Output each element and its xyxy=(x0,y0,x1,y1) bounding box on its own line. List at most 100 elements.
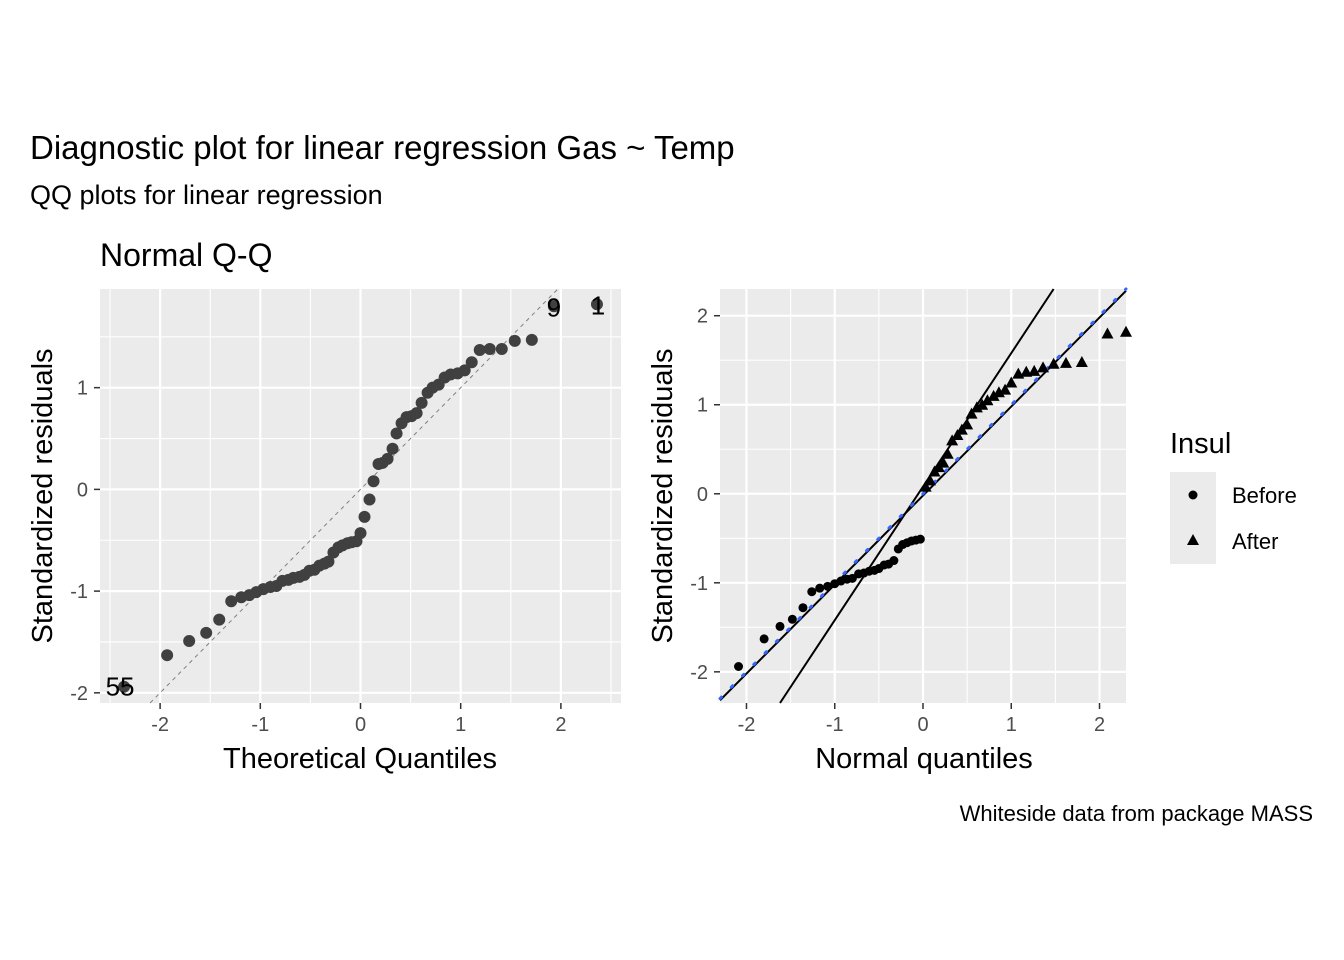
y-tick-label: -1 xyxy=(70,581,88,603)
qq-point xyxy=(390,427,403,440)
fit-line-after xyxy=(779,288,1055,704)
before-point xyxy=(775,621,785,631)
qq-point xyxy=(590,298,603,311)
after-point xyxy=(1005,376,1018,388)
grouped-qq-x-label: Normal quantiles xyxy=(815,743,1033,775)
qq-point xyxy=(547,300,560,313)
outlier-label: 55 xyxy=(106,672,135,702)
normal-qq-x-label: Theoretical Quantiles xyxy=(223,743,497,775)
qq-point xyxy=(415,396,428,409)
grouped-qq-fit-lines xyxy=(718,287,1128,704)
normal-qq-title: Normal Q-Q xyxy=(100,237,272,273)
qq-point xyxy=(381,452,394,465)
qq-point xyxy=(508,334,521,347)
before-point xyxy=(847,573,857,583)
legend-label-after: After xyxy=(1232,529,1278,554)
qq-point xyxy=(322,555,335,568)
x-tick-label: -2 xyxy=(151,714,169,736)
after-point xyxy=(937,456,950,468)
qq-point xyxy=(465,356,478,369)
y-tick-label: 1 xyxy=(77,378,88,400)
reference-line xyxy=(149,288,559,704)
grouped-qq-y-axis: -2 -1 0 1 2 xyxy=(690,306,720,684)
normal-qq-point-labels: 55 9 1 xyxy=(106,290,606,701)
y-tick-label: 0 xyxy=(697,484,708,506)
before-point xyxy=(915,534,925,544)
outlier-label: 9 xyxy=(547,292,561,322)
qq-point xyxy=(200,626,213,639)
normal-qq-y-label: Standardized residuals xyxy=(27,348,59,643)
after-point xyxy=(981,394,994,406)
figure-caption: Whiteside data from package MASS xyxy=(960,801,1313,826)
y-tick-label: -2 xyxy=(690,662,708,684)
figure-title: Diagnostic plot for linear regression Ga… xyxy=(30,129,735,166)
after-point xyxy=(919,480,932,492)
legend-label-before: Before xyxy=(1232,483,1297,508)
y-tick-label: -1 xyxy=(690,573,708,595)
after-point xyxy=(999,383,1012,395)
qq-point xyxy=(410,407,423,420)
before-point xyxy=(889,556,899,566)
qq-point xyxy=(525,333,538,346)
before-point xyxy=(734,661,744,671)
legend-triangle-marker xyxy=(1187,534,1199,545)
x-tick-label: -2 xyxy=(738,714,756,736)
qq-point xyxy=(183,634,196,647)
qq-point xyxy=(473,344,486,357)
qq-point xyxy=(363,493,376,506)
before-point xyxy=(787,614,797,624)
after-point xyxy=(1120,325,1132,337)
before-point xyxy=(823,581,833,591)
before-point xyxy=(807,587,817,597)
normal-qq-y-axis: -2 -1 0 1 xyxy=(70,378,100,705)
y-tick-label: 0 xyxy=(77,479,88,501)
before-point xyxy=(759,634,769,644)
normal-qq-gridlines xyxy=(100,289,621,703)
normal-qq-reference-line xyxy=(149,288,559,704)
after-point xyxy=(1047,357,1060,369)
grouped-qq-x-axis: -2 -1 0 1 2 xyxy=(738,703,1105,736)
qq-point xyxy=(483,343,496,356)
qq-point xyxy=(225,595,238,608)
y-tick-label: 2 xyxy=(697,306,708,328)
x-tick-label: 1 xyxy=(455,714,466,736)
qq-point xyxy=(354,527,367,540)
after-point xyxy=(961,418,974,430)
legend: Insul Before After xyxy=(1170,428,1297,564)
after-point xyxy=(941,447,954,459)
grouped-qq-y-label: Standardized residuals xyxy=(647,348,679,643)
y-tick-label: 1 xyxy=(697,395,708,417)
qq-point xyxy=(161,649,174,662)
fit-line-overall xyxy=(718,287,1128,701)
qq-point xyxy=(458,364,471,377)
x-tick-label: 0 xyxy=(355,714,366,736)
qq-point xyxy=(367,475,380,488)
x-tick-label: -1 xyxy=(826,714,844,736)
qq-point xyxy=(495,343,508,356)
outlier-label: 1 xyxy=(591,290,605,320)
x-tick-label: 0 xyxy=(917,714,928,736)
after-point xyxy=(1037,361,1050,373)
after-point xyxy=(965,407,978,419)
after-point xyxy=(1059,356,1072,368)
x-tick-label: 2 xyxy=(1094,714,1105,736)
figure-subtitle: QQ plots for linear regression xyxy=(30,180,383,210)
qq-point xyxy=(386,442,399,455)
qq-point xyxy=(358,510,371,523)
y-tick-label: -2 xyxy=(70,683,88,705)
after-point xyxy=(987,389,1000,401)
after-point xyxy=(1028,364,1041,376)
normal-qq-plot: Normal Q-Q 559 1 -2 -1 0 1 2 -2-101 Theoretic… xyxy=(27,237,621,775)
before-point xyxy=(815,583,825,593)
legend-circle-marker xyxy=(1188,490,1198,500)
legend-title: Insul xyxy=(1170,428,1231,460)
after-point xyxy=(1075,356,1088,368)
normal-qq-x-axis: -2 -1 0 1 2 xyxy=(151,703,566,736)
qq-point xyxy=(118,680,131,693)
x-tick-label: -1 xyxy=(251,714,269,736)
grouped-qq-gridlines xyxy=(720,289,1126,703)
before-point xyxy=(798,603,808,613)
x-tick-label: 2 xyxy=(555,714,566,736)
qq-point xyxy=(213,613,226,626)
